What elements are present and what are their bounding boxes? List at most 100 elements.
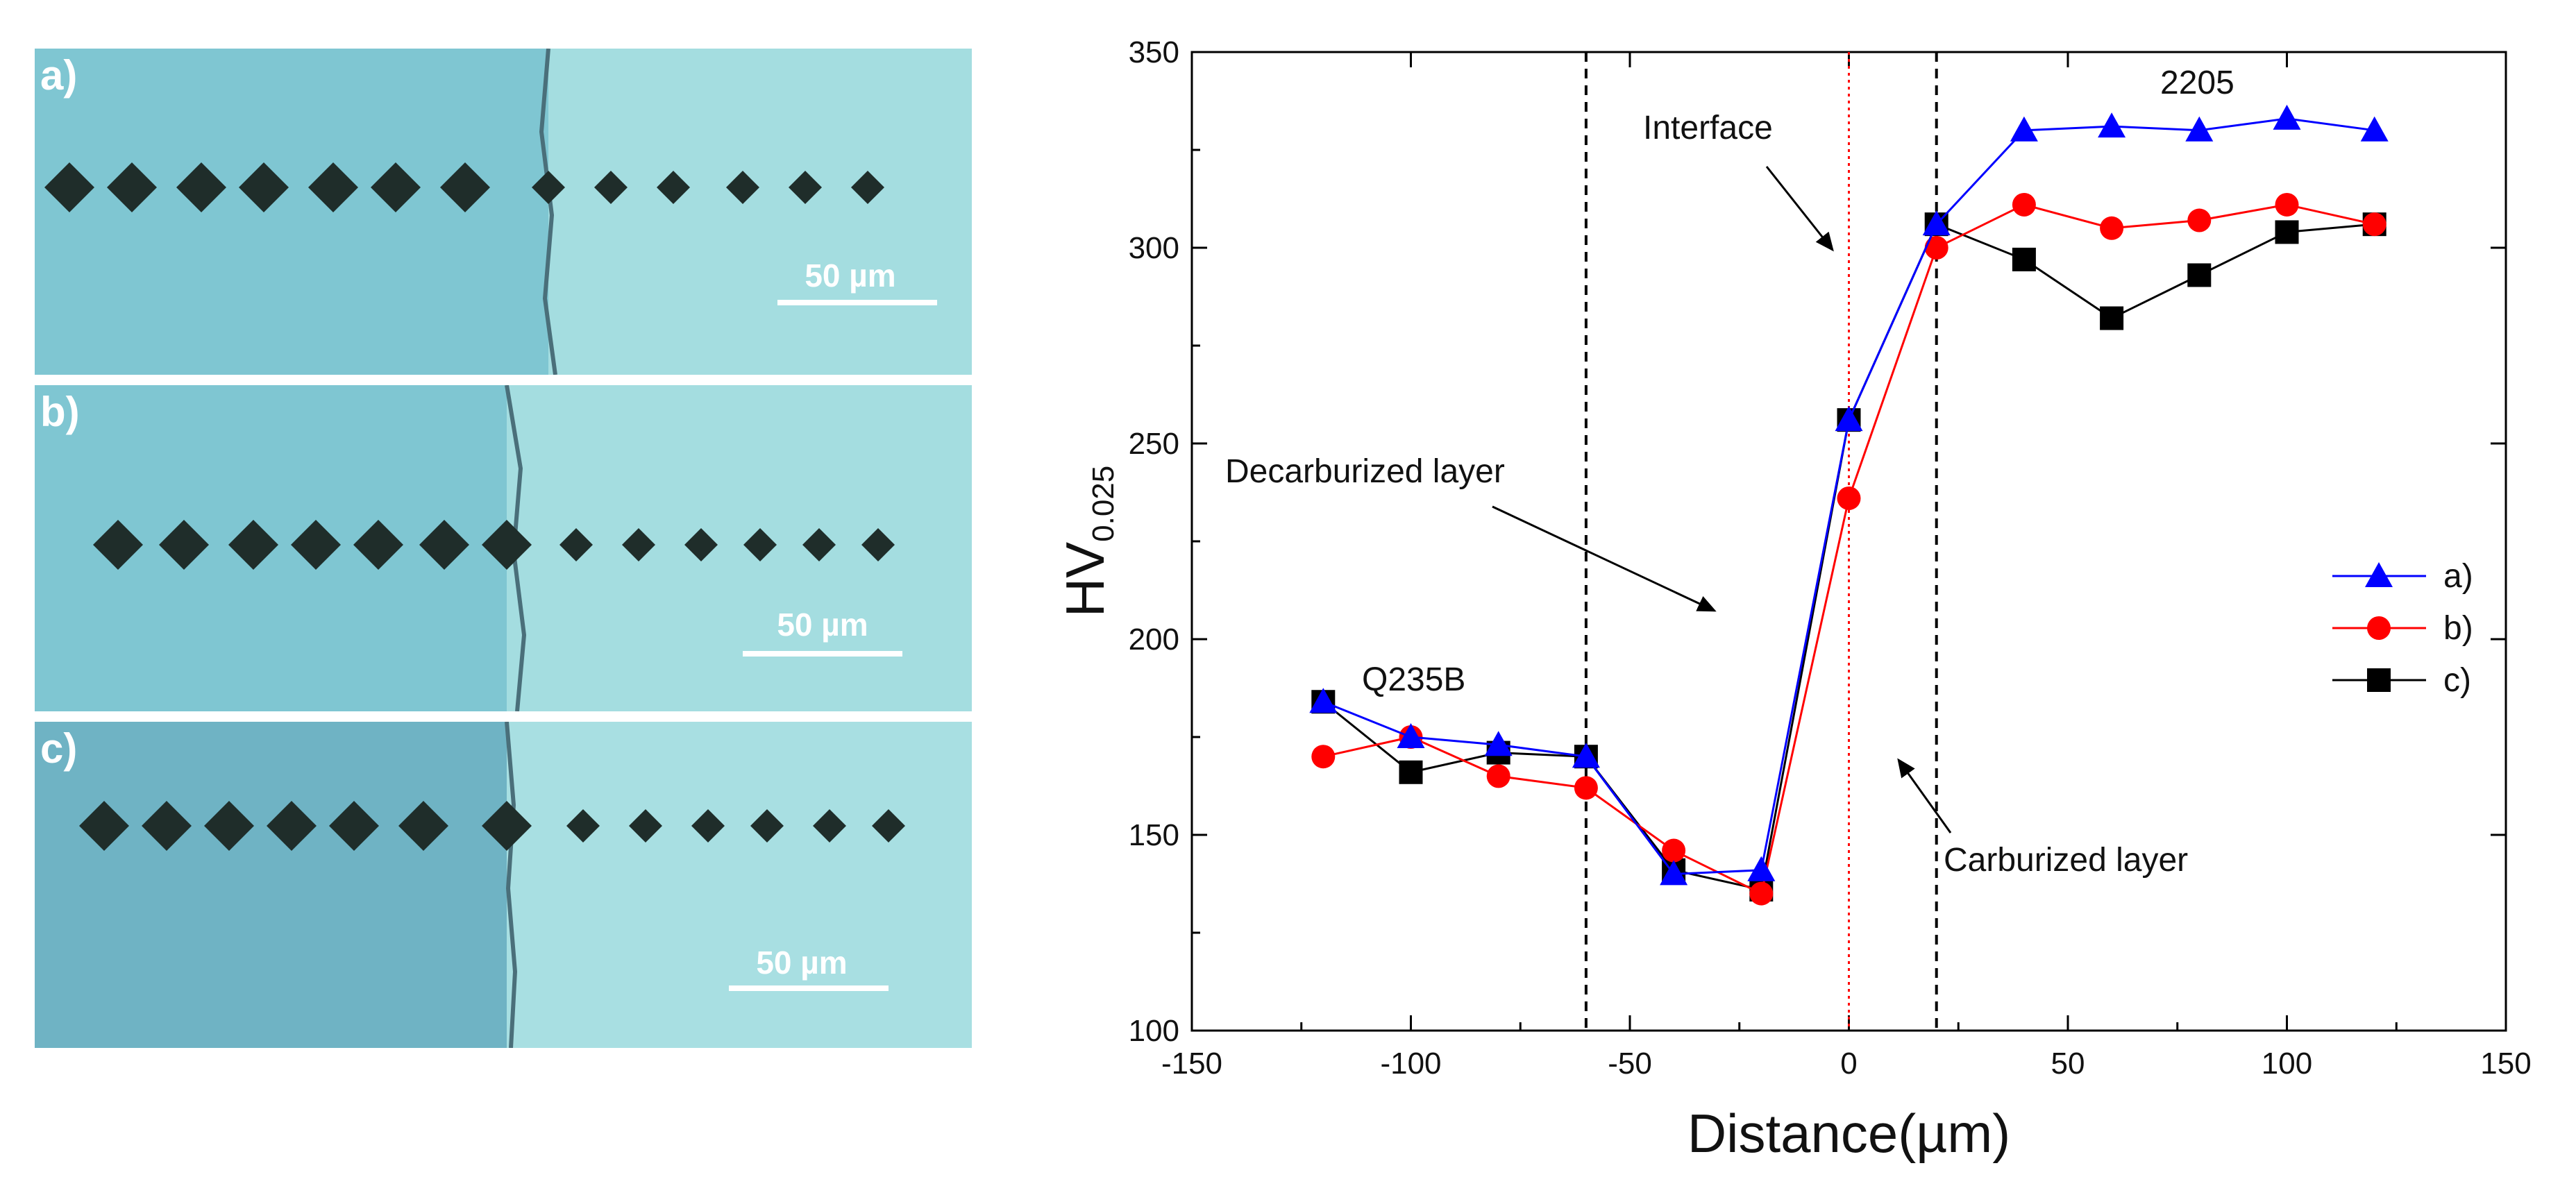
annotation-q235b: Q235B xyxy=(1362,661,1465,698)
indentation-mark xyxy=(657,171,690,204)
panel-label-a: a) xyxy=(40,52,78,99)
data-point-triangle xyxy=(1747,856,1776,881)
indentation-mark xyxy=(482,801,532,851)
indentation-mark xyxy=(239,162,289,212)
indentation-mark xyxy=(684,528,718,561)
legend-label: c) xyxy=(2443,662,2471,699)
y-tick-label: 150 xyxy=(1129,818,1179,852)
x-tick-label: 50 xyxy=(2051,1047,2085,1081)
indentation-mark xyxy=(44,162,94,212)
micrograph-c: c) 50 µm xyxy=(35,722,972,1048)
indentation-mark xyxy=(861,528,895,561)
data-point-triangle xyxy=(2098,112,2126,138)
x-axis-label: Distance(µm) xyxy=(1687,1103,2010,1164)
scale-bar-b xyxy=(743,651,902,657)
data-point-triangle xyxy=(1835,406,1863,432)
data-point-square xyxy=(2187,263,2212,287)
data-point-circle xyxy=(1311,745,1336,769)
scale-bar-a xyxy=(777,300,937,305)
indentation-mark xyxy=(419,520,469,570)
scale-label-b: 50 µm xyxy=(777,607,868,643)
arrow-interface xyxy=(1765,166,1834,252)
micrograph-a: a) 50 µm xyxy=(35,49,972,375)
data-point-square xyxy=(1399,760,1423,784)
x-tick-label: 0 xyxy=(1840,1047,1857,1081)
data-point-circle xyxy=(2362,212,2386,237)
indentation-mark xyxy=(743,528,777,561)
data-point-square xyxy=(2100,306,2124,330)
indentation-mark xyxy=(440,162,490,212)
indentation-mark xyxy=(482,520,532,570)
data-point-circle xyxy=(2100,216,2124,240)
arrow-carburized xyxy=(1897,758,1952,833)
data-point-triangle xyxy=(2010,116,2038,142)
data-point-circle xyxy=(1837,486,1861,510)
indentation-mark xyxy=(629,809,662,843)
indentation-mark xyxy=(559,528,593,561)
indentation-mark xyxy=(159,520,209,570)
data-point-circle xyxy=(1924,236,1948,260)
annotation-decarburized: Decarburized layer xyxy=(1225,453,1505,490)
indentation-mark xyxy=(750,809,784,843)
panel-label-c: c) xyxy=(40,725,78,772)
indentation-mark xyxy=(329,801,379,851)
scale-label-c: 50 µm xyxy=(756,945,848,981)
legend-marker xyxy=(2365,562,2393,587)
indentation-mark xyxy=(398,801,448,851)
y-axis-label: HV0.025 xyxy=(1054,466,1120,617)
indentation-mark xyxy=(532,171,565,204)
indentation-mark xyxy=(228,520,278,570)
data-point-circle xyxy=(1486,764,1510,788)
x-tick-label: 100 xyxy=(2262,1047,2312,1081)
micrograph-b: b) 50 µm xyxy=(35,385,972,711)
data-point-circle xyxy=(2275,192,2299,217)
indentation-mark xyxy=(176,162,226,212)
data-point-square xyxy=(2275,220,2299,244)
micrograph-a-image xyxy=(35,49,972,375)
panel-label-b: b) xyxy=(40,389,80,435)
annotation-2205: 2205 xyxy=(2160,65,2234,101)
micrograph-b-image xyxy=(35,385,972,711)
indentation-mark xyxy=(267,801,317,851)
indentation-mark xyxy=(872,809,905,843)
indentation-mark xyxy=(802,528,836,561)
x-tick-label: 150 xyxy=(2480,1047,2531,1081)
data-point-circle xyxy=(1749,881,1774,906)
indentation-mark xyxy=(142,801,192,851)
y-tick-label: 100 xyxy=(1129,1014,1179,1048)
indentation-mark xyxy=(789,171,822,204)
legend-marker xyxy=(2367,616,2391,640)
micrograph-c-image xyxy=(35,722,972,1048)
indentation-mark xyxy=(371,162,421,212)
y-tick-label: 200 xyxy=(1129,623,1179,657)
annotation-interface: Interface xyxy=(1643,110,1773,146)
data-point-triangle xyxy=(2185,116,2214,142)
data-point-triangle xyxy=(1572,743,1600,768)
indentation-mark xyxy=(813,809,846,843)
data-point-circle xyxy=(1662,838,1686,863)
data-point-triangle xyxy=(1397,723,1425,748)
indentation-mark xyxy=(691,809,725,843)
indentation-mark xyxy=(594,171,628,204)
indentation-mark xyxy=(79,801,129,851)
data-point-triangle xyxy=(1484,731,1513,756)
indentation-mark xyxy=(204,801,254,851)
scale-label-a: 50 µm xyxy=(805,257,896,294)
data-point-circle xyxy=(1574,776,1598,800)
data-point-triangle xyxy=(1922,210,1951,236)
data-point-square xyxy=(2012,247,2036,271)
x-tick-label: -150 xyxy=(1161,1047,1222,1081)
indentation-mark xyxy=(622,528,655,561)
arrow-decarburized xyxy=(1492,505,1717,612)
scale-bar-c xyxy=(729,985,889,991)
legend-marker xyxy=(2367,668,2391,692)
x-tick-label: -50 xyxy=(1608,1047,1652,1081)
y-tick-label: 300 xyxy=(1129,231,1179,265)
data-point-triangle xyxy=(1309,688,1338,713)
data-point-triangle xyxy=(1660,860,1688,886)
data-point-triangle xyxy=(2360,116,2389,142)
legend-label: a) xyxy=(2443,558,2473,595)
x-tick-label: -100 xyxy=(1380,1047,1441,1081)
indentation-mark xyxy=(726,171,759,204)
indentation-mark xyxy=(851,171,884,204)
